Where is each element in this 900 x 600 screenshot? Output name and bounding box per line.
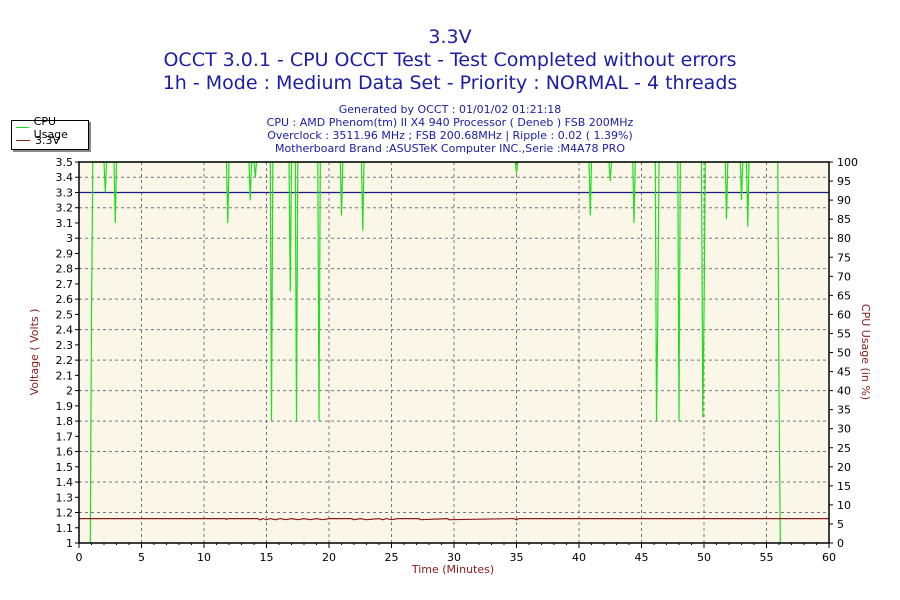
y-tick-label: 3.4 bbox=[56, 171, 74, 184]
legend-label: 3.3V bbox=[35, 134, 61, 147]
y-tick-label: 2 bbox=[66, 385, 73, 398]
legend-item-voltage: 3.3V bbox=[12, 134, 88, 147]
y2-tick-label: 35 bbox=[837, 404, 851, 417]
y-tick-label: 2.3 bbox=[56, 339, 74, 352]
y2-tick-label: 0 bbox=[837, 537, 844, 550]
x-tick-label: 50 bbox=[697, 551, 711, 564]
y-tick-label: 2.2 bbox=[56, 354, 74, 367]
y2-tick-label: 30 bbox=[837, 423, 851, 436]
info-generated: Generated by OCCT : 01/01/02 01:21:18 bbox=[338, 103, 562, 116]
y2-tick-label: 25 bbox=[837, 442, 851, 455]
y-tick-label: 2.8 bbox=[56, 263, 74, 276]
chart-subtitle-2: 1h - Mode : Medium Data Set - Priority :… bbox=[162, 72, 738, 94]
y-tick-label: 3.5 bbox=[56, 156, 74, 169]
x-tick-label: 55 bbox=[760, 551, 774, 564]
y2-tick-label: 20 bbox=[837, 461, 851, 474]
y-tick-label: 3 bbox=[66, 232, 73, 245]
y-tick-label: 1.2 bbox=[56, 507, 74, 520]
y2-tick-label: 40 bbox=[837, 385, 851, 398]
x-tick-label: 0 bbox=[76, 551, 83, 564]
y-axis-label: Voltage ( Volts ) bbox=[28, 309, 41, 396]
x-axis-label: Time (Minutes) bbox=[411, 563, 494, 576]
y-tick-label: 3.2 bbox=[56, 202, 74, 215]
y-tick-label: 1 bbox=[66, 537, 73, 550]
y2-tick-label: 60 bbox=[837, 308, 851, 321]
y2-tick-label: 55 bbox=[837, 327, 851, 340]
y-tick-label: 1.3 bbox=[56, 491, 74, 504]
y-tick-label: 1.1 bbox=[56, 522, 74, 535]
y2-tick-label: 50 bbox=[837, 347, 851, 360]
x-tick-label: 10 bbox=[197, 551, 211, 564]
y2-tick-label: 65 bbox=[837, 289, 851, 302]
x-tick-label: 20 bbox=[322, 551, 336, 564]
x-tick-label: 40 bbox=[572, 551, 586, 564]
plot-border bbox=[78, 161, 830, 544]
info-motherboard: Motherboard Brand :ASUSTeK Computer INC.… bbox=[275, 142, 625, 155]
y2-tick-label: 85 bbox=[837, 213, 851, 226]
y2-tick-label: 75 bbox=[837, 251, 851, 264]
y2-tick-label: 10 bbox=[837, 499, 851, 512]
y2-tick-label: 15 bbox=[837, 480, 851, 493]
y-tick-label: 2.7 bbox=[56, 278, 74, 291]
x-tick-label: 25 bbox=[385, 551, 399, 564]
y2-tick-label: 100 bbox=[837, 156, 858, 169]
x-tick-label: 35 bbox=[510, 551, 524, 564]
y-tick-label: 2.4 bbox=[56, 324, 74, 337]
legend-item-cpu: CPU Usage bbox=[12, 115, 88, 141]
series-line-voltage bbox=[79, 517, 829, 521]
plot-background bbox=[79, 162, 829, 543]
y-tick-label: 1.5 bbox=[56, 461, 74, 474]
y-tick-label: 3.3 bbox=[56, 186, 74, 199]
y-tick-label: 2.5 bbox=[56, 308, 74, 321]
y-tick-label: 1.8 bbox=[56, 415, 74, 428]
chart-title: 3.3V bbox=[428, 26, 472, 48]
y2-tick-label: 80 bbox=[837, 232, 851, 245]
legend-swatch-voltage bbox=[16, 140, 30, 141]
x-tick-label: 30 bbox=[447, 551, 461, 564]
x-tick-label: 60 bbox=[822, 551, 836, 564]
y2-tick-label: 5 bbox=[837, 518, 844, 531]
y-tick-label: 2.1 bbox=[56, 369, 74, 382]
y-tick-label: 3.1 bbox=[56, 217, 74, 230]
y-tick-label: 1.7 bbox=[56, 430, 74, 443]
info-overclock: Overclock : 3511.96 MHz ; FSB 200.68MHz … bbox=[267, 129, 633, 142]
legend-label: CPU Usage bbox=[33, 114, 68, 141]
x-tick-label: 5 bbox=[138, 551, 145, 564]
y-tick-label: 1.6 bbox=[56, 446, 74, 459]
y-tick-label: 1.9 bbox=[56, 400, 74, 413]
y2-tick-label: 45 bbox=[837, 366, 851, 379]
y-tick-label: 2.9 bbox=[56, 247, 74, 260]
y2-tick-label: 70 bbox=[837, 270, 851, 283]
info-cpu: CPU : AMD Phenom(tm) II X4 940 Processor… bbox=[266, 116, 634, 129]
y2-tick-label: 95 bbox=[837, 175, 851, 188]
y-tick-label: 1.4 bbox=[56, 476, 74, 489]
y2-axis-label: CPU Usage (in %) bbox=[859, 304, 872, 400]
x-tick-label: 45 bbox=[635, 551, 649, 564]
y-tick-label: 2.6 bbox=[56, 293, 74, 306]
x-tick-label: 15 bbox=[260, 551, 274, 564]
chart-subtitle-1: OCCT 3.0.1 - CPU OCCT Test - Test Comple… bbox=[163, 49, 737, 71]
legend: CPU Usage 3.3V bbox=[11, 115, 89, 150]
y2-tick-label: 90 bbox=[837, 194, 851, 207]
legend-swatch-cpu bbox=[16, 127, 29, 128]
